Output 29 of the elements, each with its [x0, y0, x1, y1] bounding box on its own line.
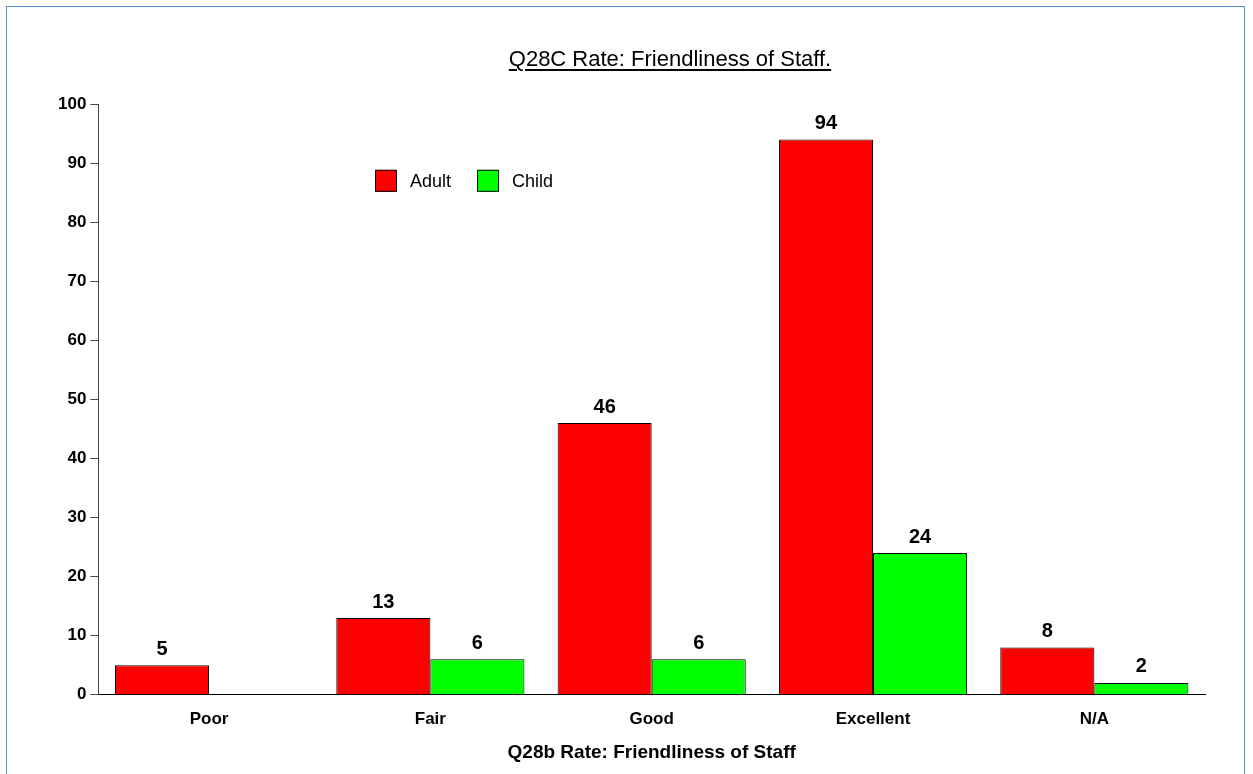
- y-tick-label: 10: [67, 625, 87, 645]
- data-label: 6: [693, 630, 705, 653]
- y-tick-label: 90: [67, 152, 87, 172]
- x-tick-label: Excellent: [835, 708, 911, 728]
- y-tick-label: 20: [67, 566, 87, 586]
- legend-label: Child: [512, 170, 554, 191]
- y-tick-label: 100: [57, 93, 87, 113]
- x-tick-label: N/A: [1079, 708, 1109, 728]
- data-label: 24: [908, 524, 933, 547]
- y-tick-label: 60: [67, 330, 87, 350]
- y-tick-label: 70: [67, 270, 87, 290]
- data-label: 2: [1135, 654, 1147, 677]
- x-tick-label: Poor: [189, 708, 229, 728]
- x-tick-label: Good: [629, 708, 674, 728]
- y-tick-label: 50: [67, 389, 87, 409]
- data-label: 5: [156, 636, 168, 659]
- x-axis-title: Q28b Rate: Friendliness of Staff: [507, 740, 797, 762]
- legend-label: Adult: [410, 170, 452, 191]
- y-tick-label: 40: [67, 448, 87, 468]
- y-tick-label: 30: [67, 507, 87, 527]
- data-label: 94: [814, 110, 838, 133]
- y-tick-label: 80: [67, 211, 87, 231]
- data-label: 13: [372, 589, 395, 612]
- data-label: 6: [471, 630, 483, 653]
- y-tick-label: 0: [76, 684, 87, 704]
- x-tick-label: Fair: [414, 708, 447, 728]
- data-label: 46: [593, 394, 616, 417]
- data-label: 8: [1041, 619, 1053, 642]
- chart-title: Q28C Rate: Friendliness of Staff.: [508, 46, 832, 71]
